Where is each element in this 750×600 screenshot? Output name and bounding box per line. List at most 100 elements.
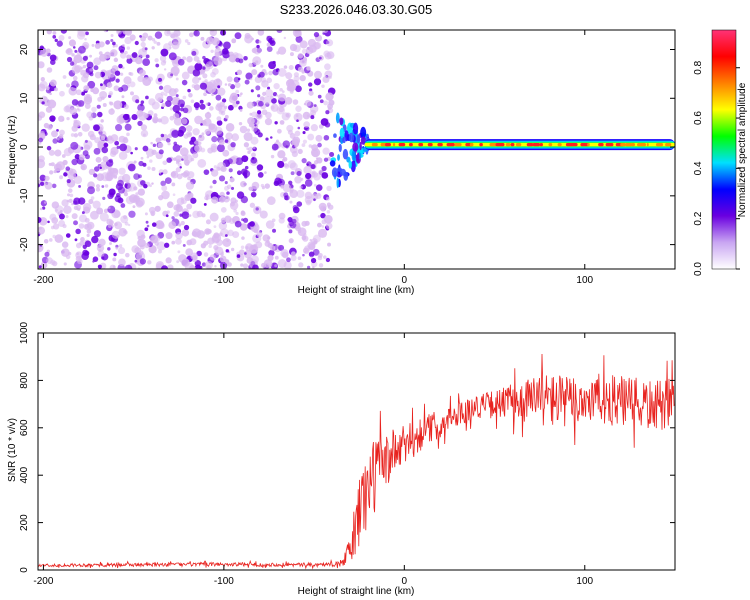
heatmap-cell — [216, 78, 221, 83]
heatmap-cell — [71, 213, 78, 220]
heatmap-cell — [135, 56, 143, 65]
heatmap-cell — [301, 48, 307, 54]
heatmap-cell — [248, 186, 254, 192]
heatmap-cell — [228, 104, 234, 111]
heatmap-cell — [300, 177, 304, 181]
heatmap-cell — [44, 251, 50, 257]
heatmap-cell — [112, 168, 119, 174]
heatmap-cell — [100, 135, 106, 141]
heatmap-cell — [249, 77, 253, 81]
spectrogram-x-ticks: -200 -100 0 100 — [33, 30, 594, 286]
heatmap-cell — [60, 30, 67, 34]
heatmap-cell — [329, 160, 336, 167]
heatmap-cell — [75, 251, 83, 259]
heatmap-cell — [359, 141, 362, 151]
heatmap-cell — [66, 116, 70, 121]
heatmap-cell — [180, 220, 185, 226]
heatmap-cell — [138, 250, 144, 256]
signal-peak — [646, 143, 649, 147]
heatmap-cell — [108, 224, 112, 228]
heatmap-cell — [343, 171, 349, 181]
heatmap-cell — [182, 56, 187, 61]
heatmap-cell — [49, 79, 57, 87]
heatmap-cell — [331, 167, 338, 178]
heatmap-cell — [256, 44, 260, 49]
heatmap-cell — [142, 77, 146, 81]
heatmap-cell — [296, 170, 302, 176]
heatmap-cell — [238, 94, 242, 97]
heatmap-cell — [211, 67, 219, 75]
snr-plot-frame — [37, 332, 676, 571]
heatmap-cell — [160, 172, 164, 175]
x-tick-label: 100 — [576, 275, 593, 286]
heatmap-cell — [73, 120, 81, 128]
snr-y-label: SNR (10 * v/v) — [7, 418, 18, 482]
heatmap-cell — [165, 257, 172, 264]
heatmap-cell — [193, 84, 201, 91]
heatmap-cell — [230, 141, 236, 148]
heatmap-cell — [352, 122, 359, 135]
heatmap-cell — [231, 38, 237, 44]
heatmap-cell — [283, 36, 287, 40]
heatmap-cell — [93, 230, 101, 238]
heatmap-cell — [250, 157, 258, 164]
heatmap-cell — [194, 115, 203, 125]
heatmap-cell — [114, 222, 118, 227]
heatmap-cell — [98, 238, 106, 247]
heatmap-cell — [58, 213, 65, 220]
heatmap-cell — [213, 225, 217, 229]
heatmap-cell — [296, 201, 303, 207]
heatmap-cell — [277, 46, 287, 55]
heatmap-cell — [251, 47, 258, 54]
heatmap-cell — [173, 99, 179, 105]
heatmap-cell — [229, 92, 239, 101]
heatmap-cell — [122, 113, 130, 121]
heatmap-cell — [298, 229, 302, 234]
heatmap-cell — [273, 82, 280, 90]
heatmap-cell — [50, 225, 55, 230]
heatmap-cell — [182, 243, 186, 247]
heatmap-cell — [117, 179, 124, 187]
heatmap-cell — [63, 205, 72, 214]
heatmap-cell — [137, 48, 147, 58]
heatmap-cell — [268, 70, 273, 76]
heatmap-cell — [160, 115, 169, 125]
heatmap-cell — [175, 161, 180, 165]
heatmap-cell — [84, 223, 93, 231]
signal-peak — [408, 143, 413, 147]
heatmap-cell — [43, 238, 49, 244]
heatmap-cell — [223, 105, 228, 109]
heatmap-cell — [283, 65, 288, 69]
heatmap-cell — [323, 214, 333, 224]
heatmap-cell — [240, 263, 244, 267]
heatmap-cell — [65, 166, 71, 171]
heatmap-cell — [163, 84, 172, 94]
y-tick-label: 20 — [19, 44, 30, 56]
heatmap-cell — [69, 193, 74, 198]
heatmap-cell — [265, 220, 275, 229]
heatmap-cell — [200, 123, 203, 126]
heatmap-cell — [50, 259, 56, 266]
heatmap-cell — [112, 265, 116, 268]
heatmap-cell — [295, 105, 302, 112]
y-tick-label: 200 — [19, 514, 30, 531]
signal-peak — [526, 143, 534, 147]
heatmap-cell — [160, 133, 165, 138]
heatmap-cell — [320, 118, 329, 126]
signal-peak — [665, 143, 672, 147]
heatmap-cell — [59, 175, 64, 180]
heatmap-cell — [297, 148, 303, 155]
heatmap-cell — [220, 206, 227, 213]
heatmap-cell — [68, 36, 72, 40]
heatmap-cell — [117, 186, 125, 194]
heatmap-cell — [192, 76, 200, 85]
heatmap-cell — [194, 264, 202, 269]
heatmap-cell — [301, 143, 306, 147]
heatmap-cell — [246, 128, 251, 133]
heatmap-cell — [118, 167, 126, 175]
heatmap-cell — [224, 259, 230, 264]
heatmap-cell — [140, 156, 144, 160]
heatmap-cell — [140, 100, 145, 104]
heatmap-cell — [266, 42, 271, 47]
heatmap-cell — [108, 101, 112, 105]
